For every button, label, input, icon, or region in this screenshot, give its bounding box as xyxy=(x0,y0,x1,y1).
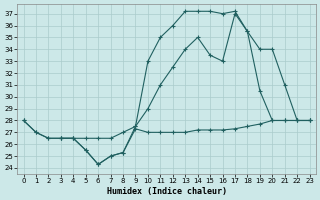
X-axis label: Humidex (Indice chaleur): Humidex (Indice chaleur) xyxy=(107,187,227,196)
